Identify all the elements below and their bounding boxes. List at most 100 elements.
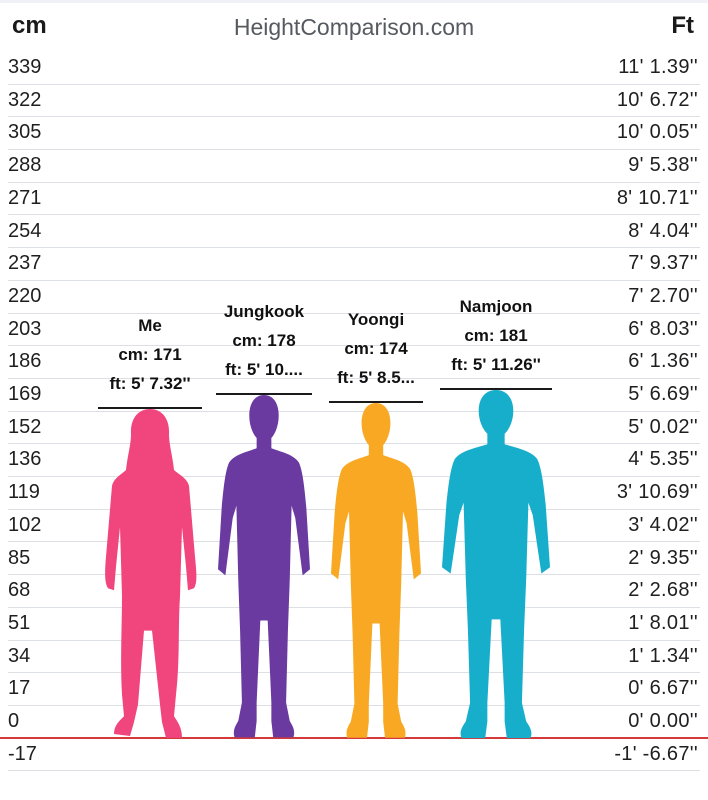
scale-row: 17 0' 6.67'': [0, 673, 708, 706]
cm-tick-label: 17: [8, 677, 31, 700]
ft-tick-label: 7' 2.70'': [628, 284, 698, 307]
gridline: [8, 312, 700, 314]
person-name: Me: [138, 315, 162, 335]
scale-row: -17 -1' -6.67'': [0, 739, 708, 772]
person-label[interactable]: Me cm: 171 ft: 5' 7.32'': [90, 311, 210, 398]
site-title[interactable]: HeightComparison.com: [233, 14, 475, 40]
person-silhouette[interactable]: [442, 389, 550, 738]
ft-tick-label: 9' 5.38'': [628, 154, 698, 177]
person-label[interactable]: Yoongi cm: 174 ft: 5' 8.5...: [321, 305, 431, 392]
person-height-cm: cm: 171: [118, 344, 182, 364]
gridline: [8, 704, 700, 706]
scale-row: 339 11' 1.39'': [0, 52, 708, 85]
cm-tick-label: 51: [8, 611, 31, 634]
cm-tick-label: 68: [8, 579, 31, 602]
person-height-ft: ft: 5' 8.5...: [337, 368, 415, 387]
ft-tick-label: 3' 10.69'': [616, 481, 698, 504]
cm-tick-label: 203: [8, 317, 42, 340]
person-label[interactable]: Namjoon cm: 181 ft: 5' 11.26'': [431, 292, 561, 379]
cm-tick-label: 305: [8, 121, 42, 144]
ft-tick-label: 0' 6.67'': [628, 677, 698, 700]
gridline: [8, 149, 700, 151]
scale-row: 271 8' 10.71'': [0, 183, 708, 216]
cm-tick-label: 169: [8, 383, 42, 405]
cm-tick-label: 339: [8, 56, 42, 78]
gridline: [8, 181, 700, 183]
female-silhouette-icon: [105, 408, 197, 738]
person-label[interactable]: Jungkook cm: 178 ft: 5' 10....: [209, 297, 319, 384]
ft-tick-label: 0' 0.00'': [628, 710, 698, 732]
height-marker-line: [440, 387, 552, 390]
ft-tick-label: 5' 0.02'': [628, 415, 698, 438]
ft-tick-label: -1' -6.67'': [614, 742, 698, 765]
scale-row: 322 10' 6.72'': [0, 85, 708, 118]
height-marker-line: [98, 406, 202, 409]
scale-row: 305 10' 0.05'': [0, 117, 708, 151]
top-bar: [0, 0, 708, 3]
person-height-ft: ft: 5' 11.26'': [451, 354, 541, 374]
male-silhouette-icon: [218, 395, 310, 738]
cm-tick-label: 119: [8, 481, 40, 504]
height-marker-line: [329, 401, 423, 403]
cm-tick-label: 288: [8, 154, 42, 177]
gridline: [8, 345, 700, 347]
ft-tick-label: 3' 4.02'': [628, 513, 698, 536]
gridline: [8, 116, 700, 118]
ft-tick-label: 1' 1.34'': [628, 644, 698, 667]
ft-tick-label: 10' 6.72'': [616, 88, 698, 111]
cm-tick-label: 0: [8, 710, 20, 732]
cm-tick-label: 237: [8, 252, 42, 275]
cm-tick-label: 322: [8, 88, 42, 111]
cm-tick-label: 102: [8, 513, 42, 536]
male-silhouette-icon: [442, 389, 550, 738]
cm-tick-label: 254: [8, 219, 42, 242]
scale-row: 254 8' 4.04'': [0, 216, 708, 249]
gridline: [8, 247, 700, 249]
cm-tick-label: 152: [8, 415, 42, 438]
cm-tick-label: 136: [8, 448, 42, 471]
ft-tick-label: 8' 10.71'': [616, 186, 698, 209]
scale-row: 203 6' 8.03'': [0, 314, 708, 347]
ft-tick-label: 7' 9.37'': [628, 252, 698, 275]
gridline: [8, 770, 700, 772]
ft-tick-label: 1' 8.01'': [628, 611, 698, 634]
ft-tick-label: 2' 9.35'': [628, 546, 698, 569]
cm-tick-label: 34: [8, 644, 31, 667]
person-silhouette[interactable]: [331, 403, 421, 738]
ft-tick-label: 4' 5.35'': [628, 448, 698, 471]
person-height-cm: cm: 174: [344, 339, 408, 358]
gridline: [0, 736, 708, 739]
scale-row: 169 5' 6.69'': [0, 379, 708, 412]
person-name: Jungkook: [223, 302, 305, 322]
male-silhouette-icon: [331, 403, 421, 738]
person-height-ft: ft: 5' 10....: [225, 360, 303, 380]
person-silhouette[interactable]: [100, 408, 200, 738]
person-height-cm: cm: 178: [232, 331, 296, 351]
cm-tick-label: 220: [8, 284, 42, 307]
ft-tick-label: 8' 4.04'': [628, 219, 698, 242]
gridline: [8, 377, 700, 379]
cm-tick-label: 85: [8, 546, 31, 569]
scale-row: 152 5' 0.02'': [0, 412, 708, 445]
cm-axis-header: cm: [12, 12, 47, 39]
gridline: [8, 279, 700, 281]
ft-tick-label: 2' 2.68'': [628, 579, 698, 602]
gridline: [8, 410, 700, 412]
ft-tick-label: 6' 8.03'': [628, 317, 698, 340]
cm-tick-label: 186: [8, 350, 42, 373]
cm-tick-label: -17: [8, 742, 37, 765]
ft-axis-header: Ft: [671, 12, 694, 39]
person-name: Yoongi: [347, 310, 405, 329]
scale-row: 237 7' 9.37'': [0, 248, 708, 281]
person-height-cm: cm: 181: [464, 325, 528, 345]
person-height-ft: ft: 5' 7.32'': [109, 373, 191, 393]
ft-tick-label: 11' 1.39'': [618, 56, 698, 78]
scale-row: 0 0' 0.00'': [0, 706, 708, 739]
person-silhouette[interactable]: [218, 395, 310, 738]
scale-row: 288 9' 5.38'': [0, 150, 708, 183]
gridline: [8, 443, 700, 445]
ft-tick-label: 6' 1.36'': [628, 350, 698, 373]
height-marker-line: [216, 393, 312, 396]
ft-tick-label: 10' 0.05'': [616, 121, 698, 144]
gridline: [8, 214, 700, 216]
